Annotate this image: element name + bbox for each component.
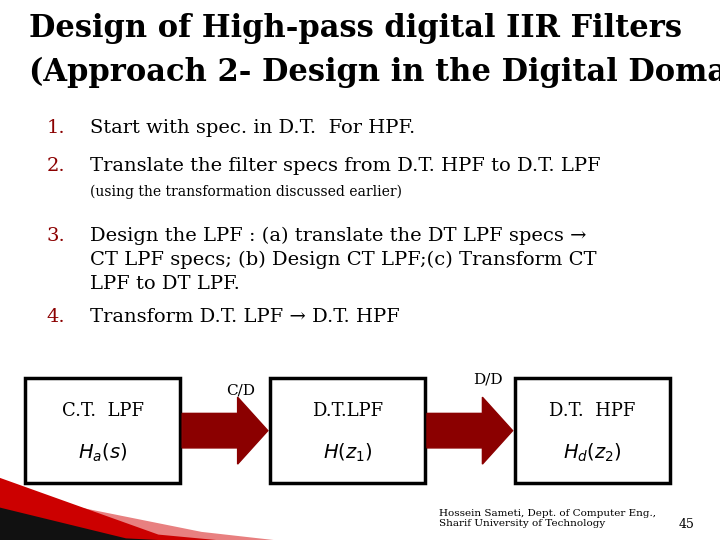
Polygon shape	[427, 397, 513, 464]
Polygon shape	[0, 478, 216, 540]
Text: 45: 45	[679, 518, 695, 531]
Text: Hossein Sameti, Dept. of Computer Eng.,
Sharif University of Technology: Hossein Sameti, Dept. of Computer Eng., …	[439, 509, 656, 528]
Text: 4.: 4.	[47, 308, 66, 326]
Text: $H_d(z_2)$: $H_d(z_2)$	[563, 442, 621, 464]
Text: D.T.  HPF: D.T. HPF	[549, 402, 635, 420]
FancyBboxPatch shape	[270, 378, 425, 483]
Polygon shape	[0, 491, 274, 540]
Text: $H(z_1)$: $H(z_1)$	[323, 442, 372, 464]
Text: Start with spec. in D.T.  For HPF.: Start with spec. in D.T. For HPF.	[90, 119, 415, 137]
Text: Design of High-pass digital IIR Filters: Design of High-pass digital IIR Filters	[29, 14, 682, 44]
Polygon shape	[182, 397, 268, 464]
Text: Design the LPF : (a) translate the DT LPF specs →
CT LPF specs; (b) Design CT LP: Design the LPF : (a) translate the DT LP…	[90, 227, 597, 293]
Text: D.T.LPF: D.T.LPF	[312, 402, 383, 420]
Text: 2.: 2.	[47, 157, 66, 174]
Text: C.T.  LPF: C.T. LPF	[62, 402, 143, 420]
Text: 3.: 3.	[47, 227, 66, 245]
Polygon shape	[0, 508, 158, 540]
Text: D/D: D/D	[473, 373, 503, 386]
Text: 1.: 1.	[47, 119, 66, 137]
FancyBboxPatch shape	[25, 378, 180, 483]
Text: Transform D.T. LPF → D.T. HPF: Transform D.T. LPF → D.T. HPF	[90, 308, 400, 326]
Text: $H_a(s)$: $H_a(s)$	[78, 442, 127, 464]
Text: C/D: C/D	[226, 383, 256, 397]
Text: (Approach 2- Design in the Digital Domain): (Approach 2- Design in the Digital Domai…	[29, 57, 720, 88]
Text: Translate the filter specs from D.T. HPF to D.T. LPF: Translate the filter specs from D.T. HPF…	[90, 157, 600, 174]
FancyBboxPatch shape	[515, 378, 670, 483]
Text: (using the transformation discussed earlier): (using the transformation discussed earl…	[90, 185, 402, 199]
